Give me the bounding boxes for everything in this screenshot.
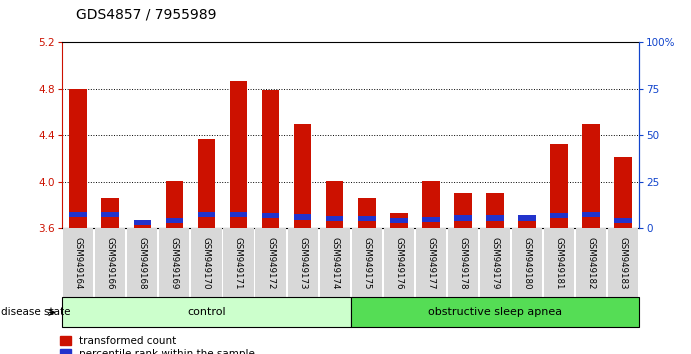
Bar	[583, 212, 600, 217]
Bar	[544, 228, 574, 297]
Bar	[390, 213, 408, 228]
Bar	[133, 220, 151, 225]
Bar	[454, 194, 472, 228]
Text: GSM949183: GSM949183	[618, 236, 627, 289]
Bar	[480, 228, 510, 297]
Bar	[384, 228, 414, 297]
Bar	[63, 228, 93, 297]
Text: GSM949177: GSM949177	[426, 236, 435, 289]
Bar	[448, 228, 478, 297]
Bar	[294, 215, 312, 219]
Bar	[287, 228, 318, 297]
Text: GSM949166: GSM949166	[106, 236, 115, 289]
Bar	[358, 216, 375, 221]
Text: GSM949168: GSM949168	[138, 236, 146, 289]
Text: GSM949174: GSM949174	[330, 236, 339, 289]
Bar	[518, 216, 536, 221]
Bar	[69, 212, 87, 217]
Text: GSM949181: GSM949181	[555, 236, 564, 289]
Bar	[229, 81, 247, 228]
Text: GSM949182: GSM949182	[587, 236, 596, 289]
Text: GSM949180: GSM949180	[522, 236, 531, 289]
Bar	[416, 228, 446, 297]
Bar	[102, 212, 119, 217]
Bar	[262, 213, 279, 218]
Bar	[229, 212, 247, 217]
Bar	[102, 198, 119, 228]
Bar	[454, 216, 472, 221]
Text: GSM949170: GSM949170	[202, 236, 211, 289]
Text: GSM949178: GSM949178	[458, 236, 467, 289]
Bar	[198, 212, 216, 217]
Text: GSM949171: GSM949171	[234, 236, 243, 289]
Bar	[350, 297, 639, 327]
Bar	[550, 213, 568, 218]
Bar	[62, 297, 350, 327]
Bar	[512, 228, 542, 297]
Text: GSM949172: GSM949172	[266, 236, 275, 289]
Bar	[326, 181, 343, 228]
Bar	[223, 228, 254, 297]
Bar	[256, 228, 285, 297]
Bar	[518, 217, 536, 228]
Bar	[390, 218, 408, 223]
Bar	[133, 223, 151, 228]
Bar	[160, 228, 189, 297]
Text: GSM949175: GSM949175	[362, 236, 371, 289]
Bar	[262, 90, 279, 228]
Bar	[352, 228, 381, 297]
Bar	[166, 181, 183, 228]
Bar	[422, 181, 439, 228]
Text: GSM949179: GSM949179	[491, 237, 500, 289]
Bar	[95, 228, 125, 297]
Bar	[358, 198, 375, 228]
Bar	[550, 143, 568, 228]
Text: GDS4857 / 7955989: GDS4857 / 7955989	[76, 7, 216, 21]
Bar	[326, 216, 343, 221]
Bar	[486, 194, 504, 228]
Bar	[191, 228, 222, 297]
Bar	[198, 139, 216, 228]
Bar	[166, 218, 183, 223]
Text: disease state: disease state	[1, 307, 70, 318]
Bar	[69, 89, 87, 228]
Bar	[422, 217, 439, 222]
Bar	[608, 228, 638, 297]
Legend: transformed count, percentile rank within the sample: transformed count, percentile rank withi…	[61, 336, 255, 354]
Bar	[294, 124, 312, 228]
Text: control: control	[187, 307, 226, 318]
Bar	[614, 218, 632, 223]
Text: GSM949169: GSM949169	[170, 237, 179, 289]
Text: obstructive sleep apnea: obstructive sleep apnea	[428, 307, 562, 318]
Bar	[614, 158, 632, 228]
Bar	[583, 124, 600, 228]
Bar	[320, 228, 350, 297]
Bar	[127, 228, 158, 297]
Bar	[576, 228, 606, 297]
Text: GSM949164: GSM949164	[74, 236, 83, 289]
Bar	[486, 216, 504, 221]
Text: GSM949173: GSM949173	[298, 236, 307, 289]
Text: GSM949176: GSM949176	[395, 236, 404, 289]
